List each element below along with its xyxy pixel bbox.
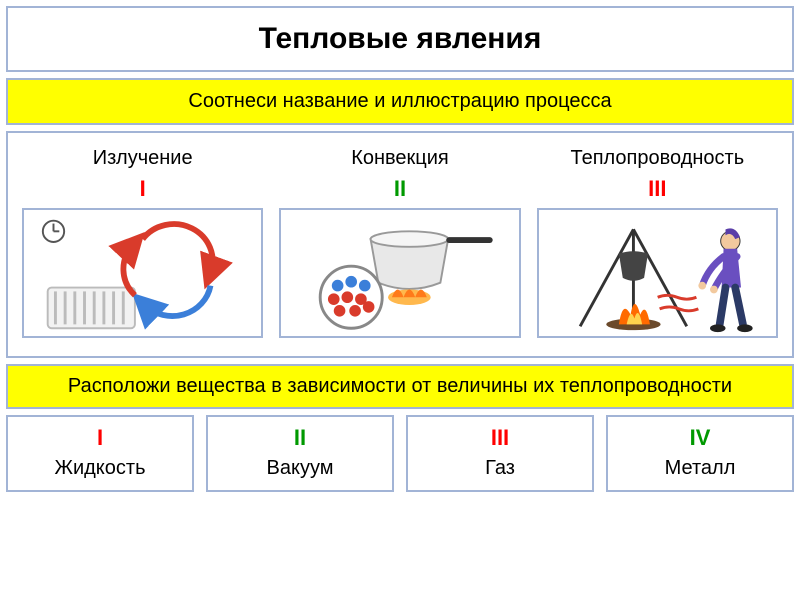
- process-label-radiation[interactable]: Излучение: [22, 147, 263, 170]
- page-root: Тепловые явления Соотнеси название и илл…: [0, 0, 800, 600]
- numeral-iii: III: [537, 176, 778, 202]
- process-numerals-row: I II III: [22, 176, 778, 202]
- campfire-person-icon: [539, 210, 776, 336]
- process-labels-row: Излучение Конвекция Теплопроводность: [22, 147, 778, 170]
- page-title: Тепловые явления: [6, 6, 794, 72]
- task-subtitle: Соотнеси название и иллюстрацию процесса: [6, 78, 794, 125]
- numeral-i: I: [22, 176, 263, 202]
- process-label-convection[interactable]: Конвекция: [279, 147, 520, 170]
- numeral-ii: II: [279, 176, 520, 202]
- substance-numeral-iv: IV: [690, 425, 711, 451]
- substances-row: I Жидкость II Вакуум III Газ IV Металл: [6, 415, 794, 492]
- substance-gas[interactable]: III Газ: [406, 415, 594, 492]
- substance-metal[interactable]: IV Металл: [606, 415, 794, 492]
- saucepan-flame-icon: [281, 210, 518, 336]
- ordering-instruction: Расположи вещества в зависимости от вели…: [6, 364, 794, 409]
- image-radiation-campfire[interactable]: [537, 208, 778, 338]
- substance-label-vacuum: Вакуум: [267, 457, 334, 480]
- substance-numeral-i: I: [97, 425, 103, 451]
- substance-numeral-iii: III: [491, 425, 509, 451]
- substance-label-gas: Газ: [485, 457, 515, 480]
- radiator-convection-icon: [24, 210, 261, 336]
- substance-label-liquid: Жидкость: [55, 457, 146, 480]
- process-label-conduction[interactable]: Теплопроводность: [537, 147, 778, 170]
- process-matching-section: Излучение Конвекция Теплопроводность I I…: [6, 131, 794, 358]
- image-conduction-pan[interactable]: [279, 208, 520, 338]
- substance-liquid[interactable]: I Жидкость: [6, 415, 194, 492]
- substance-vacuum[interactable]: II Вакуум: [206, 415, 394, 492]
- image-convection-radiator[interactable]: [22, 208, 263, 338]
- substance-numeral-ii: II: [294, 425, 306, 451]
- substance-label-metal: Металл: [665, 457, 736, 480]
- process-images-row: [22, 208, 778, 338]
